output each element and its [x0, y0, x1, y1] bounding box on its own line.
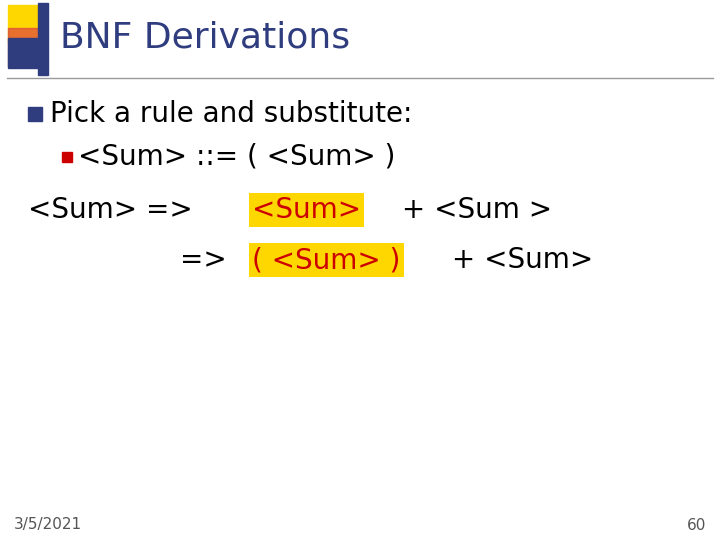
Bar: [28, 107, 42, 121]
Text: ( <Sum> ): ( <Sum> ): [252, 246, 400, 274]
Text: 3/5/2021: 3/5/2021: [14, 517, 82, 532]
Bar: [8, 5, 46, 43]
Text: <Sum> ::= ( <Sum> ): <Sum> ::= ( <Sum> ): [78, 143, 395, 171]
Text: <Sum> =>: <Sum> =>: [28, 196, 202, 224]
Bar: [62, 152, 72, 162]
Text: <Sum>: <Sum>: [252, 196, 361, 224]
Text: =>: =>: [180, 246, 236, 274]
Text: 60: 60: [687, 517, 706, 532]
Bar: [8, 38, 38, 68]
Text: + <Sum >: + <Sum >: [393, 196, 552, 224]
Text: BNF Derivations: BNF Derivations: [60, 21, 350, 55]
Text: + <Sum>: + <Sum>: [444, 246, 594, 274]
Bar: [8, 28, 46, 66]
Text: Pick a rule and substitute:: Pick a rule and substitute:: [50, 100, 413, 128]
Bar: [38, 3, 48, 75]
